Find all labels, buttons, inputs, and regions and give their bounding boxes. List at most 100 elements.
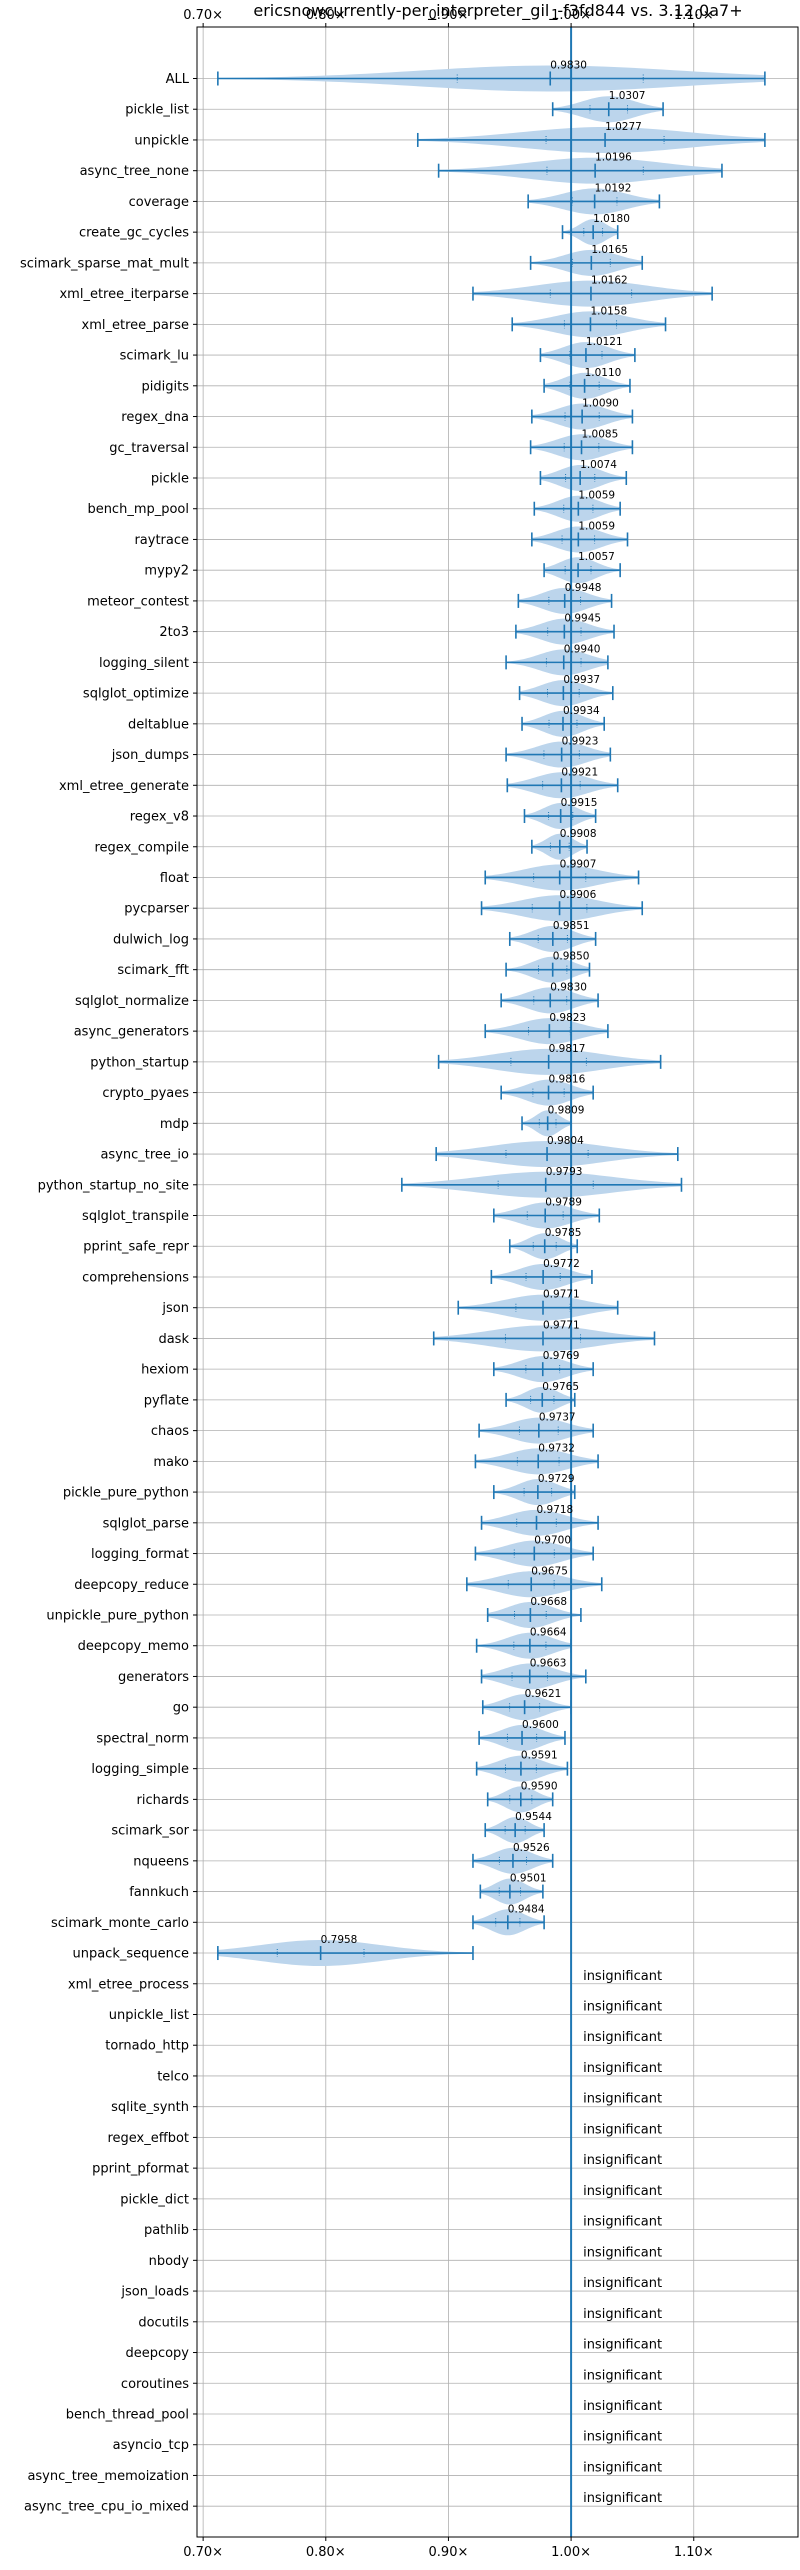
- data-value-label: 1.0162: [591, 275, 628, 287]
- data-value-label: 0.9663: [530, 1657, 567, 1669]
- data-value-label: 0.9937: [563, 674, 600, 686]
- category-label: pidigits: [142, 379, 190, 394]
- category-label: scimark_monte_carlo: [51, 1916, 189, 1931]
- category-label: mdp: [160, 1117, 189, 1132]
- category-label: json: [161, 1301, 189, 1316]
- labels: ALL pickle_list unpickle async_tree_nonecov…: [20, 60, 662, 2515]
- data-value-label: 0.9921: [561, 766, 598, 778]
- data-value-label: 1.0196: [595, 152, 632, 164]
- category-label: deepcopy_reduce: [74, 1578, 189, 1593]
- category-label: tornado_http: [105, 2039, 189, 2054]
- data-value-label: 0.9501: [510, 1873, 547, 1885]
- category-label: pickle_list: [125, 103, 189, 118]
- category-label: json_dumps: [111, 748, 189, 763]
- x-tick-label-top: 0.80×: [306, 8, 346, 23]
- category-label: raytrace: [134, 533, 189, 548]
- category-label: sqlglot_parse: [103, 1516, 189, 1531]
- data-value-label: 0.9817: [549, 1043, 586, 1055]
- data-value-label: 1.0158: [590, 305, 627, 317]
- category-label: xml_etree_process: [68, 1977, 189, 1992]
- data-value-label: 0.9729: [538, 1473, 575, 1485]
- data-value-label: 1.0085: [582, 428, 619, 440]
- category-label: async_generators: [74, 1025, 190, 1040]
- data-value-label: 0.9590: [521, 1780, 558, 1792]
- data-value-label: 0.9771: [543, 1319, 580, 1331]
- category-label: json_loads: [120, 2285, 189, 2300]
- data-value-label: 0.9718: [537, 1504, 574, 1516]
- data-value-label: 0.9907: [560, 858, 597, 870]
- insignificant-label: insignificant: [583, 2153, 662, 2168]
- category-label: deltablue: [128, 717, 189, 732]
- insignificant-label: insignificant: [583, 2215, 662, 2230]
- category-label: pickle_pure_python: [63, 1486, 189, 1501]
- data-value-label: 0.9765: [542, 1381, 579, 1393]
- data-value-label: 0.9823: [549, 1012, 586, 1024]
- data-value-label: 0.9809: [548, 1104, 585, 1116]
- x-tick-label-bottom: 0.70×: [183, 2545, 223, 2560]
- insignificant-label: insignificant: [583, 2460, 662, 2475]
- data-value-label: 0.9621: [525, 1688, 562, 1700]
- x-tick-label-top: 0.70×: [183, 8, 223, 23]
- category-label: richards: [137, 1793, 190, 1808]
- insignificant-label: insignificant: [583, 2061, 662, 2076]
- data-value-label: 0.9908: [560, 828, 597, 840]
- data-value-label: 1.0165: [591, 244, 628, 256]
- data-value-label: 1.0277: [605, 121, 642, 133]
- category-label: go: [173, 1701, 189, 1716]
- category-label: xml_etree_iterparse: [59, 287, 189, 302]
- data-value-label: 1.0057: [578, 551, 615, 563]
- data-value-label: 0.9923: [562, 736, 599, 748]
- category-label: regex_compile: [94, 840, 189, 855]
- data-value-label: 0.9526: [513, 1842, 550, 1854]
- data-value-label: 0.9732: [538, 1442, 575, 1454]
- data-value-label: 1.0307: [609, 90, 646, 102]
- category-label: mypy2: [144, 564, 189, 579]
- insignificant-label: insignificant: [583, 2092, 662, 2107]
- category-label: ALL: [166, 72, 190, 87]
- category-label: regex_effbot: [107, 2131, 189, 2146]
- data-value-label: 0.9675: [531, 1565, 568, 1577]
- category-label: python_startup: [90, 1055, 189, 1070]
- category-label: nbody: [149, 2254, 190, 2269]
- category-label: xml_etree_parse: [82, 318, 189, 333]
- category-label: regex_v8: [130, 810, 189, 825]
- category-label: coroutines: [121, 2377, 189, 2392]
- category-label: chaos: [151, 1424, 189, 1439]
- data-value-label: 0.9793: [546, 1166, 583, 1178]
- data-value-label: 0.9804: [547, 1135, 584, 1147]
- category-label: pickle_dict: [120, 2192, 189, 2207]
- x-axis-bottom: 0.70× 0.80× 0.90× 1.00× 1.10×: [183, 2537, 714, 2560]
- insignificant-label: insignificant: [583, 1969, 662, 1984]
- insignificant-label: insignificant: [583, 2030, 662, 2045]
- data-value-label: 0.9940: [564, 643, 601, 655]
- category-label: create_gc_cycles: [79, 226, 189, 241]
- data-value-label: 0.9915: [561, 797, 598, 809]
- x-tick-label-top: 1.10×: [674, 8, 714, 23]
- data-value-label: 0.9850: [553, 951, 590, 963]
- data-value-label: 0.9830: [550, 60, 587, 72]
- category-label: sqlite_synth: [111, 2100, 189, 2115]
- category-label: generators: [118, 1670, 189, 1685]
- category-label: unpack_sequence: [72, 1947, 189, 1962]
- category-label: logging_simple: [91, 1762, 189, 1777]
- category-label: deepcopy_memo: [78, 1639, 189, 1654]
- x-tick-label-bottom: 0.90×: [429, 2545, 469, 2560]
- data-value-label: 0.9544: [515, 1811, 552, 1823]
- data-value-label: 0.9934: [563, 705, 600, 717]
- category-label: dulwich_log: [113, 932, 189, 947]
- data-value-label: 0.7958: [321, 1934, 358, 1946]
- category-label: xml_etree_generate: [59, 779, 189, 794]
- data-value-label: 1.0090: [582, 398, 619, 410]
- category-label: pycparser: [124, 902, 189, 917]
- category-label: sqlglot_transpile: [82, 1209, 189, 1224]
- insignificant-label: insignificant: [583, 2122, 662, 2137]
- insignificant-label: insignificant: [583, 2184, 662, 2199]
- category-label: pprint_safe_repr: [83, 1240, 189, 1255]
- insignificant-label: insignificant: [583, 2245, 662, 2260]
- category-label: comprehensions: [82, 1270, 189, 1285]
- insignificant-label: insignificant: [583, 2491, 662, 2506]
- data-value-label: 0.9816: [549, 1074, 586, 1086]
- data-value-label: 0.9948: [565, 582, 602, 594]
- category-label: float: [160, 871, 189, 886]
